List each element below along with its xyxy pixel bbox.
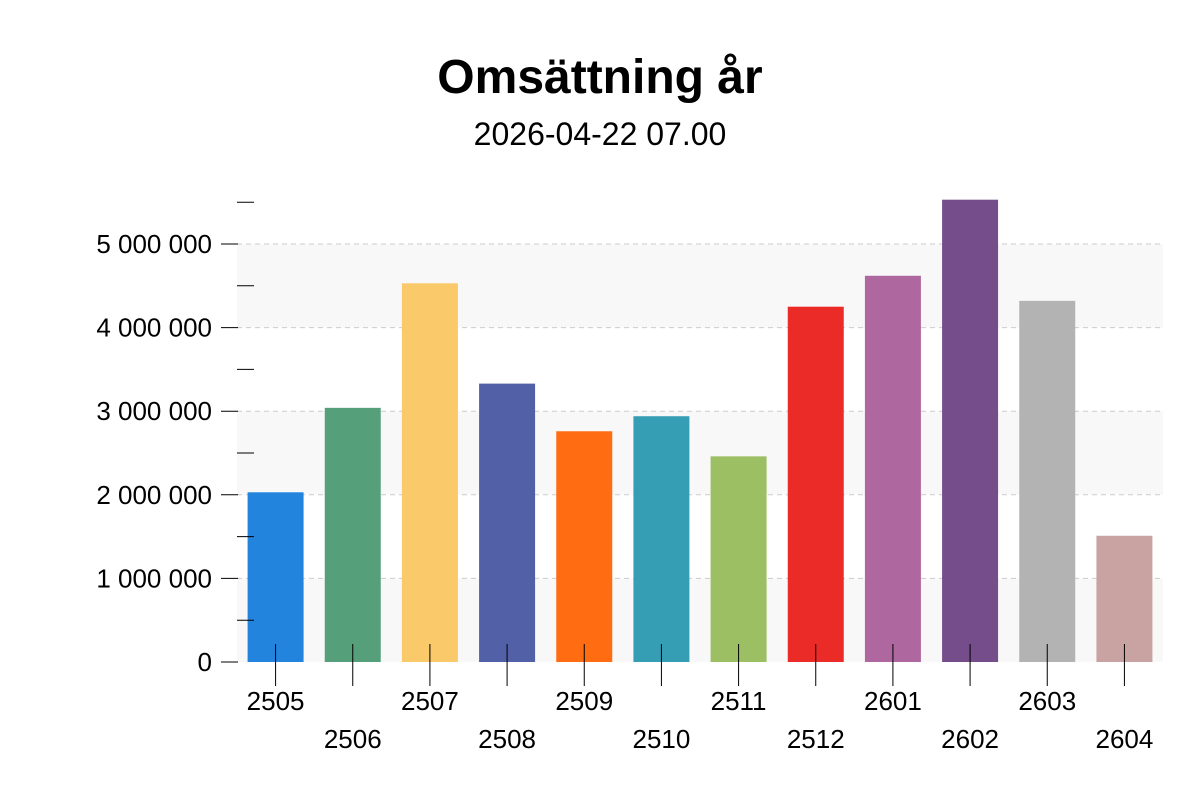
y-tick-label: 5 000 000 <box>96 229 212 259</box>
bar-2511 <box>710 456 767 662</box>
y-tick-label: 3 000 000 <box>96 396 212 426</box>
x-tick-label: 2510 <box>632 724 690 754</box>
background-band <box>237 244 1163 328</box>
bar-2602 <box>942 199 999 662</box>
y-tick-label: 1 000 000 <box>96 563 212 593</box>
bar-2601 <box>864 275 921 662</box>
bar-2507 <box>401 283 458 662</box>
bar-2508 <box>479 383 536 662</box>
y-axis: 0 1 000 000 2 000 000 3 000 000 4 000 000 5 0… <box>96 201 254 677</box>
x-tick-label: 2601 <box>864 686 922 716</box>
x-tick-label: 2507 <box>401 686 459 716</box>
gridlines <box>237 243 1163 579</box>
x-tick-label: 2604 <box>1095 724 1153 754</box>
x-tick-label: 2509 <box>555 686 613 716</box>
x-tick-label: 2603 <box>1018 686 1076 716</box>
bars <box>247 199 1153 662</box>
bar-2505 <box>247 492 304 662</box>
x-tick-label: 2512 <box>787 724 845 754</box>
x-axis: 2505 2506 2507 2508 2509 2510 2511 2512 2601 2602… <box>247 644 1153 754</box>
background-band <box>237 578 1163 662</box>
x-tick-label: 2511 <box>711 686 767 716</box>
chart-subtitle: 2026-04-22 07.00 <box>474 116 727 152</box>
x-tick-label: 2505 <box>247 686 305 716</box>
bar-2512 <box>787 306 844 662</box>
x-tick-label: 2602 <box>941 724 999 754</box>
bar-2604 <box>1096 535 1153 662</box>
bar-2510 <box>633 416 690 662</box>
y-tick-label: 0 <box>198 647 212 677</box>
x-tick-label: 2506 <box>324 724 382 754</box>
bar-2506 <box>324 407 381 662</box>
bar-2603 <box>1019 300 1076 662</box>
x-tick-label: 2508 <box>478 724 536 754</box>
y-tick-label: 2 000 000 <box>96 480 212 510</box>
bar-2509 <box>556 431 613 662</box>
chart-title: Omsättning år <box>437 51 762 104</box>
y-tick-label: 4 000 000 <box>96 313 212 343</box>
background-band <box>237 411 1163 495</box>
background-bands <box>237 244 1163 662</box>
